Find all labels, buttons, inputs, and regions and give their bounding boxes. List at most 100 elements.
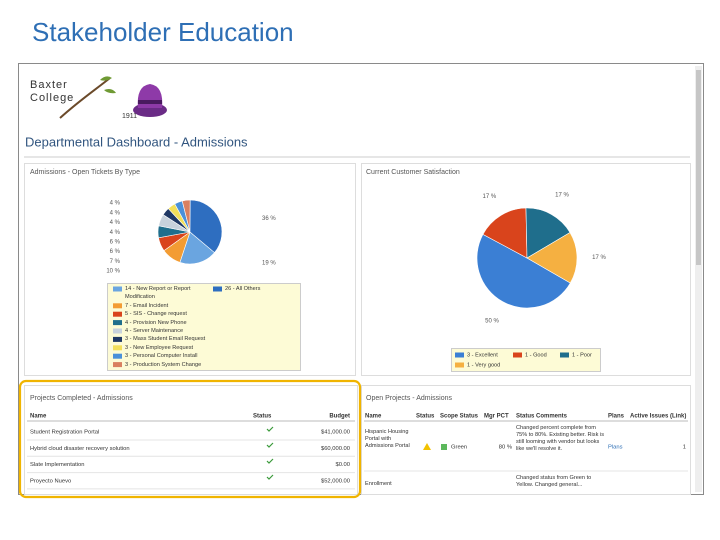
table-cell-box: Changed percent complete from 75% to 80%…	[516, 425, 604, 452]
column-header: Mgr PCT	[484, 414, 509, 420]
data-label: 4 %	[110, 201, 121, 207]
legend-swatch	[113, 320, 122, 326]
legend-label: 5 - SIS - Change request	[125, 311, 187, 318]
logo: Baxter College 1911	[30, 76, 167, 120]
legend-swatch	[113, 303, 122, 309]
data-label: 6 %	[110, 239, 121, 245]
legend-label: 7 - Email Incident	[125, 302, 169, 309]
legend-label: 14 - New Report or Report Modification	[125, 286, 191, 301]
table-cell: 80 %	[499, 445, 512, 451]
table-cell: $41,000.00	[321, 430, 350, 436]
data-label: 10 %	[106, 269, 120, 275]
pie-slice	[189, 199, 223, 253]
data-label: 6 %	[110, 249, 121, 255]
legend-label: 3 - Production System Change	[125, 361, 202, 368]
legend-swatch	[455, 362, 464, 368]
pie-slice	[476, 233, 571, 309]
data-label: 17 %	[555, 193, 569, 199]
data-label: 4 %	[110, 210, 121, 216]
table-cell-box: Hispanic Housing Portal with Admissions …	[365, 429, 410, 449]
legend-label: 3 - Personal Computer Install	[125, 353, 198, 360]
table-cell: Changed percent complete from 75% to 80%…	[516, 425, 604, 452]
legend-label: 1 - Good	[525, 352, 547, 358]
panel-title: Open Projects - Admissions	[366, 395, 452, 402]
data-label: 50 %	[485, 318, 499, 324]
table-cell: Hispanic Housing Portal with Admissions …	[365, 429, 410, 449]
warning-icon	[423, 443, 431, 450]
table-cell: Slate Implementation	[30, 462, 84, 468]
scrollbar	[695, 66, 702, 492]
legend-label-box: 3 - Mass Student Email Request	[125, 336, 206, 343]
legend-swatch	[513, 352, 522, 358]
scrollbar-thumb	[696, 70, 701, 265]
column-header: Name	[365, 414, 382, 420]
data-label: 36 %	[262, 216, 276, 222]
data-label: 17 %	[592, 255, 606, 261]
column-header: Status Comments	[516, 414, 568, 420]
table-cell: $0.00	[335, 462, 350, 468]
data-label: 4 %	[110, 230, 121, 236]
table-cell: Proyecto Nuevo	[30, 478, 71, 484]
column-header: Plans	[608, 414, 625, 420]
logo-name: College	[30, 92, 74, 104]
table-cell-box: Enrollment	[365, 481, 392, 487]
pie-slice	[482, 207, 528, 259]
table-cell: Hybrid cloud disaster recovery solution	[30, 446, 130, 452]
legend-label-box: 3 - Personal Computer Install	[125, 353, 198, 360]
legend-label-box: 14 - New Report or Report Modification	[125, 286, 191, 301]
table-cell: $52,000.00	[321, 478, 350, 484]
panel	[361, 385, 691, 495]
legend-label-box: 4 - Provision New Phone	[125, 319, 187, 326]
legend-label: 1 - Very good	[467, 362, 500, 368]
column-header: Name	[30, 414, 47, 420]
column-header: Scope Status	[440, 414, 479, 420]
data-label: 17 %	[483, 194, 497, 200]
status-icons	[266, 426, 274, 480]
table-cell: Green	[451, 445, 467, 451]
table-cell: $60,000.00	[321, 446, 350, 452]
highlight	[18, 379, 362, 499]
pie-slice	[526, 232, 578, 284]
legend-label-box: 7 - Email Incident	[125, 302, 169, 309]
table-cell: Changed status from Green to Yellow. Cha…	[516, 475, 592, 488]
table-cell: Plans	[608, 445, 623, 451]
legend-swatch	[113, 336, 122, 342]
legend-box	[107, 283, 301, 371]
column-header: Budget	[329, 414, 350, 420]
legend-label: 26 - All Others	[225, 286, 261, 292]
pie-slice	[525, 207, 571, 259]
table-cell: Enrollment	[365, 481, 392, 487]
legend-swatch	[113, 353, 122, 359]
legend-swatch	[113, 345, 122, 351]
panel-title: Admissions - Open Tickets By Type	[30, 169, 140, 176]
legend-label: 3 - Mass Student Email Request	[125, 336, 206, 343]
pie-slice	[179, 231, 215, 265]
legend-label: 3 - New Employee Request	[125, 344, 194, 351]
legend-swatch	[113, 311, 122, 317]
table-cell-box: Changed status from Green to Yellow. Cha…	[516, 475, 592, 488]
legend-swatch	[113, 286, 122, 292]
logo-name: Baxter	[30, 79, 68, 91]
legend-label-box: 3 - New Employee Request	[125, 344, 194, 351]
legend-swatch	[113, 362, 122, 368]
legend-swatch	[213, 286, 222, 292]
legend-label-box: 5 - SIS - Change request	[125, 311, 187, 318]
legend-label: 1 - Poor	[572, 352, 592, 358]
scope-status-icon	[441, 444, 447, 450]
slide-title: Stakeholder Education	[32, 17, 294, 47]
legend-swatch	[455, 352, 464, 358]
legend-label: 4 - Server Maintenance	[125, 328, 184, 334]
data-label: 4 %	[110, 220, 121, 226]
legend-swatch	[113, 328, 122, 334]
column-header: Status	[416, 414, 435, 420]
data-label: 7 %	[110, 259, 121, 265]
legend-label: 4 - Provision New Phone	[125, 319, 187, 326]
legend-label-box: 3 - Production System Change	[125, 361, 202, 368]
panel-title: Current Customer Satisfaction	[366, 169, 460, 176]
legend-label-box: 4 - Server Maintenance	[125, 328, 184, 334]
legend-label-box: 26 - All Others	[225, 286, 261, 292]
column-header: Active Issues (Link)	[630, 414, 686, 420]
data-label: 19 %	[262, 260, 276, 266]
